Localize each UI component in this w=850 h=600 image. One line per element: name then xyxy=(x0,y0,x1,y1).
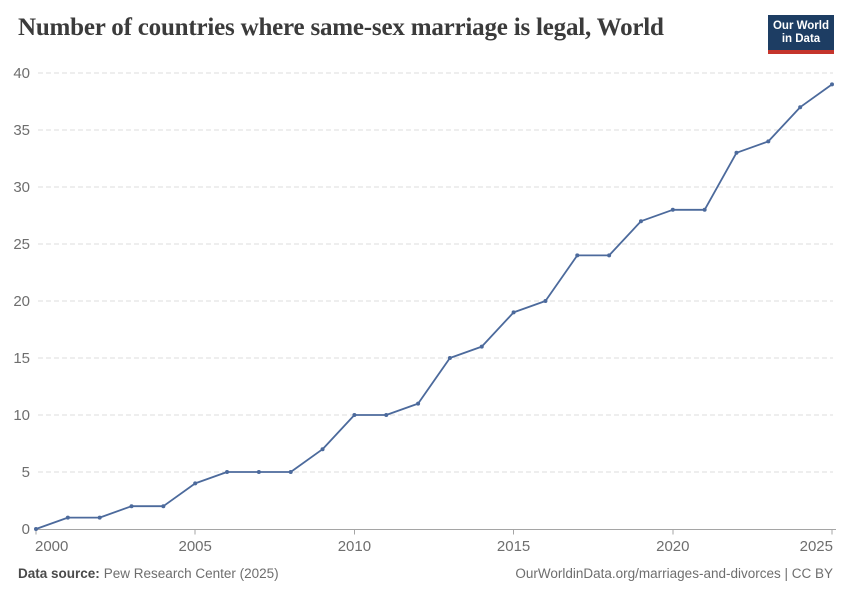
y-axis-tick-label: 25 xyxy=(13,236,30,253)
data-point xyxy=(97,515,102,520)
data-point xyxy=(575,253,580,258)
data-point xyxy=(638,219,643,224)
x-axis-tick-label: 2005 xyxy=(179,538,212,555)
data-point xyxy=(352,413,357,417)
y-axis-tick-label: 35 xyxy=(13,122,30,139)
data-point xyxy=(447,356,452,360)
data-point xyxy=(161,504,166,509)
y-axis-tick-label: 0 xyxy=(22,521,30,538)
data-point xyxy=(830,82,834,87)
owid-logo-line2: in Data xyxy=(781,33,821,45)
y-axis-tick-label: 10 xyxy=(13,407,30,424)
y-axis-tick-label: 5 xyxy=(22,464,30,481)
owid-logo-line1: Our World xyxy=(772,20,829,32)
data-line-world xyxy=(35,83,833,530)
footer-source-label: Data source: xyxy=(18,566,100,581)
footer-credit-link[interactable]: OurWorldinData.org/marriages-and-divorce… xyxy=(515,566,833,581)
x-axis-tick-label: 2010 xyxy=(338,538,371,555)
data-point xyxy=(129,504,134,509)
data-point xyxy=(288,470,293,474)
data-point xyxy=(384,413,389,417)
footer-source-value: Pew Research Center (2025) xyxy=(103,566,279,581)
page-title: Number of countries where same-sex marri… xyxy=(18,14,664,41)
data-point xyxy=(416,401,421,406)
owid-logo[interactable]: Our World in Data xyxy=(768,15,834,54)
y-axis-tick-label: 40 xyxy=(13,65,30,82)
data-point xyxy=(734,150,739,155)
data-point xyxy=(607,253,612,258)
data-point xyxy=(256,470,261,474)
y-axis-tick-label: 20 xyxy=(13,293,30,310)
chart-footer: Data source: Pew Research Center (2025) O… xyxy=(18,566,833,581)
x-axis-tick-label: 2000 xyxy=(35,538,68,555)
data-point xyxy=(543,299,548,303)
data-point xyxy=(798,105,803,110)
data-point xyxy=(670,207,675,212)
data-point xyxy=(511,310,516,315)
data-point xyxy=(702,207,707,212)
data-point xyxy=(34,527,38,531)
footer-source: Data source: Pew Research Center (2025) xyxy=(18,566,279,581)
x-axis-tick-label: 2025 xyxy=(800,538,833,555)
data-point xyxy=(65,515,70,520)
x-axis-tick-label: 2020 xyxy=(656,538,689,555)
data-point xyxy=(225,470,230,474)
data-point xyxy=(320,447,325,452)
data-point xyxy=(479,344,484,349)
data-point xyxy=(193,481,198,486)
y-axis-tick-label: 30 xyxy=(13,179,30,196)
x-axis-tick-label: 2015 xyxy=(497,538,530,555)
y-axis-tick-label: 15 xyxy=(13,350,30,367)
data-point xyxy=(766,139,771,144)
